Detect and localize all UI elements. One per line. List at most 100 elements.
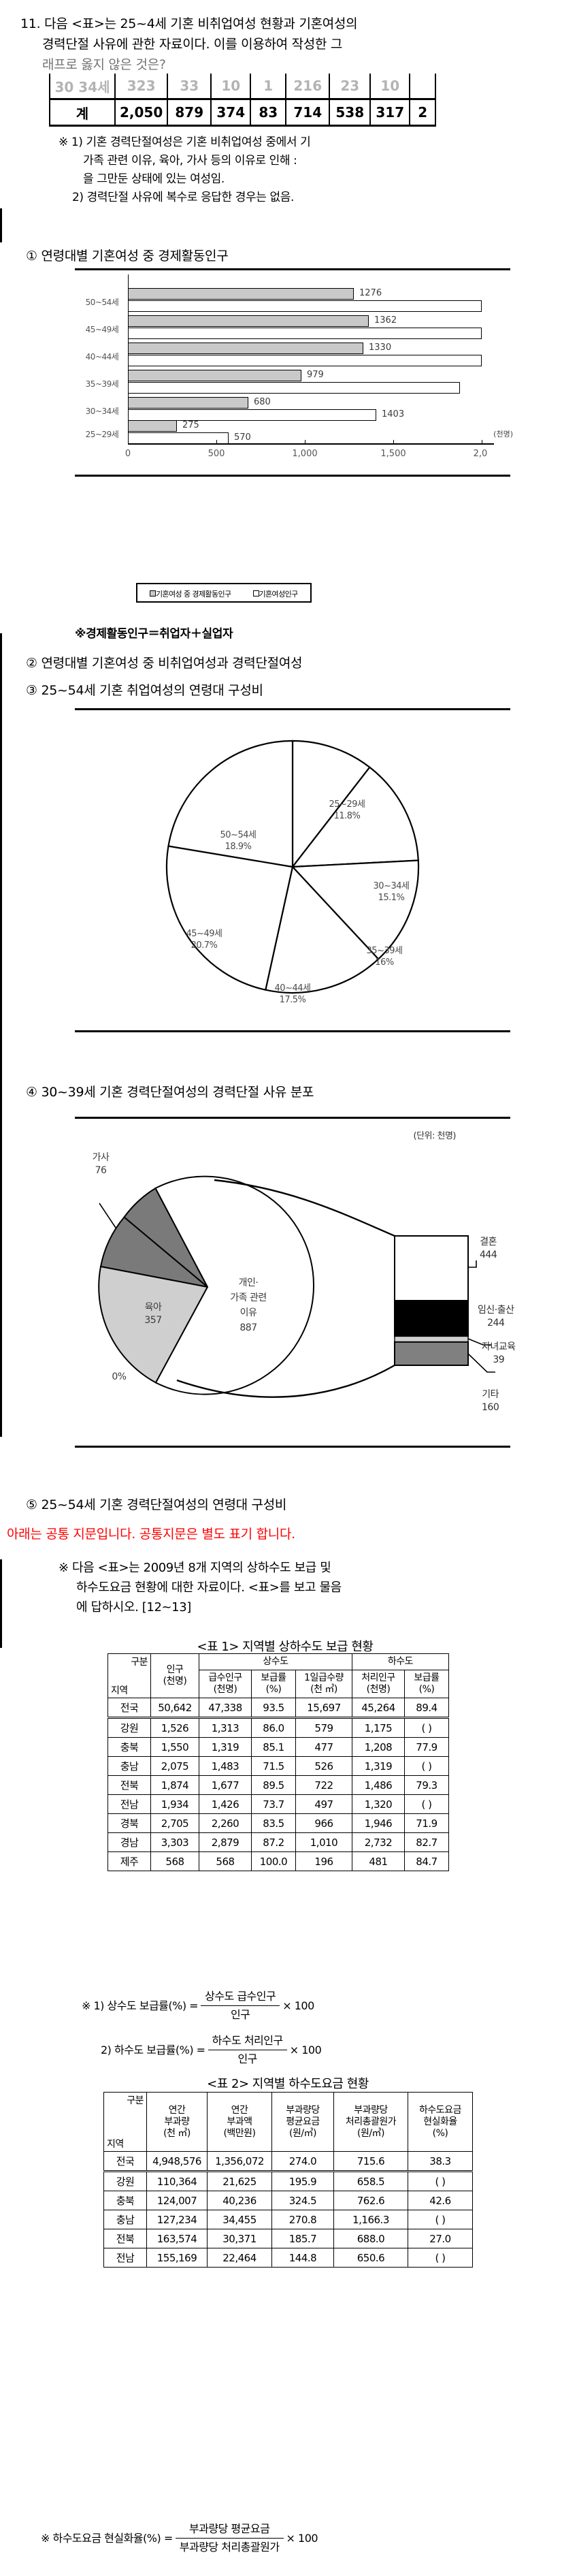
bar-ylabel-4: 30~34세 xyxy=(85,407,119,416)
bar-value-2: 1330 xyxy=(369,343,392,353)
pie-value-text: 17.5% xyxy=(279,995,306,1005)
intro2-line-3: 에 답하시오. [12~13] xyxy=(76,1600,191,1615)
cell-supply-pop: 47,338 xyxy=(199,1698,252,1718)
option-5-label[interactable]: ⑤ 25~54세 기혼 경력단절여성의 연령대 구성비 xyxy=(26,1497,287,1512)
option-1-label[interactable]: ① 연령대별 기혼여성 중 경제활동인구 xyxy=(26,249,229,264)
pie-value-text: 15.1% xyxy=(378,893,405,903)
table-2-caption: <표 2> 지역별 하수도요금 현황 xyxy=(207,2077,369,2091)
table-row-total: 계 2,050 879 374 83 714 538 317 2 xyxy=(49,98,437,127)
cell: 33 xyxy=(167,74,212,99)
cell-annual-amt: 30,371 xyxy=(207,2229,272,2248)
cell-supply-rate: 87.2 xyxy=(251,1832,296,1852)
table-1-header-row-1: 구분 지역 인구 (천명) 상수도 하수도 xyxy=(108,1653,449,1698)
cell: 23 xyxy=(329,74,371,99)
cell-region: 전북 xyxy=(108,1775,151,1795)
formula-3-denominator: 부과량당 처리총괄원가 xyxy=(179,2541,280,2554)
x-ticklabel-1: 500 xyxy=(208,449,225,459)
corner-top-label: 구분 xyxy=(127,2095,144,2106)
bar-total-0 xyxy=(128,300,482,312)
table-1-col-pop: 인구 (천명) xyxy=(150,1653,199,1698)
legend-swatch-1 xyxy=(252,590,259,597)
legend-item-1: 기혼여성인구 xyxy=(252,590,299,599)
c4-label-zero: 0% xyxy=(112,1371,127,1382)
cell-region: 강원 xyxy=(103,2171,147,2191)
option-2-label[interactable]: ② 연령대별 기혼여성 중 비취업여성과 경력단절여성 xyxy=(26,656,303,671)
legend-label-1: 기혼여성인구 xyxy=(259,590,299,599)
formula-3-prefix: ※ 하수도요금 현실화율(%) = xyxy=(41,2531,173,2545)
x-ticklabel-2: 1,000 xyxy=(292,449,318,459)
cell-treat-pop: 1,208 xyxy=(352,1737,405,1757)
bar-active-5 xyxy=(128,420,177,432)
pie-value-text: 20.7% xyxy=(191,940,218,951)
pie-label-40-44: 40~44세 17.5% xyxy=(255,983,330,1006)
corner-top-label: 구분 xyxy=(131,1657,148,1668)
cell-annual-vol: 4,948,576 xyxy=(146,2151,208,2172)
chart-unit-label: (천명) xyxy=(493,430,513,439)
cell-treat-rate: 84.7 xyxy=(404,1851,449,1871)
c4-callout-value: 160 xyxy=(482,1402,499,1413)
cell-rate: ( ) xyxy=(408,2248,473,2268)
cell-rate: 27.0 xyxy=(408,2229,473,2248)
cell-treat-pop: 481 xyxy=(352,1851,405,1871)
crop-rule-left-a xyxy=(0,208,2,242)
bar-plot-area: 1276 1362 1330 979 680 1403 xyxy=(128,274,494,445)
bar-total-1 xyxy=(128,328,482,339)
cell-treat-pop: 1,320 xyxy=(352,1794,405,1814)
formula-2-denominator: 인구 xyxy=(237,2052,257,2065)
cell: 879 xyxy=(167,98,212,127)
formula-3-suffix: × 100 xyxy=(286,2531,318,2545)
cell-region: 충남 xyxy=(103,2210,147,2229)
c4-callout-value: 39 xyxy=(493,1354,505,1365)
c4-callout-label: 자녀교육 xyxy=(482,1341,516,1352)
cell: 714 xyxy=(285,98,331,127)
option-3-label[interactable]: ③ 25~54세 기혼 취업여성의 연령대 구성비 xyxy=(26,683,263,698)
c4-label-text-3: 이유 xyxy=(239,1307,257,1318)
cell-unit-cost: 650.6 xyxy=(333,2248,408,2268)
cell-daily: 966 xyxy=(295,1813,352,1833)
x-ticklabel-0: 0 xyxy=(125,449,131,459)
pie-label-text: 35~39세 xyxy=(366,946,403,956)
cell-annual-amt: 21,625 xyxy=(207,2171,272,2191)
cell-annual-amt: 34,455 xyxy=(207,2210,272,2229)
intro2-line-2: 하수도요금 현황에 대한 자료이다. <표>를 보고 물음 xyxy=(76,1580,342,1595)
cell-supply-rate: 100.0 xyxy=(251,1851,296,1871)
cell-region: 전국 xyxy=(103,2151,147,2172)
cell-unit-cost: 688.0 xyxy=(333,2229,408,2248)
cell-daily: 196 xyxy=(295,1851,352,1871)
table-2: 구분 지역 연간 부과량 (천 ㎥) 연간 부과액 (백만원) 부과량당 평균요금 (원/㎥… xyxy=(103,2092,473,2268)
table-row: 경남 3,303 2,879 87.2 1,010 2,732 82.7 xyxy=(108,1832,449,1852)
x-ticklabel-3: 1,500 xyxy=(380,449,406,459)
cell-treat-pop: 1,486 xyxy=(352,1775,405,1795)
bar-ylabel-0: 50~54세 xyxy=(85,298,119,307)
bar-chart: 50~54세 45~49세 40~44세 35~39세 30~34세 25~29… xyxy=(75,270,513,475)
pie-label-text: 45~49세 xyxy=(186,929,222,939)
cell-rate: ( ) xyxy=(408,2210,473,2229)
cell-supply-pop: 1,483 xyxy=(199,1756,252,1776)
cell-unit-cost: 762.6 xyxy=(333,2191,408,2210)
cell-supply-pop: 2,879 xyxy=(199,1832,252,1852)
table-1-sub-3: 처리인구 (천명) xyxy=(352,1670,405,1698)
cell-supply-rate: 73.7 xyxy=(251,1794,296,1814)
cell-avg-fee: 185.7 xyxy=(271,2229,334,2248)
cell-region: 충남 xyxy=(108,1756,151,1776)
c4-callout-other: 기타 160 xyxy=(482,1388,499,1414)
legend-label-0: 기혼여성 중 경제활동인구 xyxy=(156,590,231,599)
option-4-label[interactable]: ④ 30~39세 기혼 경력단절여성의 경력단절 사유 분포 xyxy=(26,1085,314,1100)
footnote-line-2: 가족 관련 이유, 육아, 가사 등의 이유로 인해 : xyxy=(83,154,297,168)
c4-label-text-1: 개인· xyxy=(238,1277,259,1288)
corner-bottom-label: 지역 xyxy=(107,2139,124,2150)
crop-rule-left-c xyxy=(0,1559,2,1648)
cell-supply-rate: 89.5 xyxy=(251,1775,296,1795)
cell-pop: 1,550 xyxy=(150,1737,199,1757)
formula-2-suffix: × 100 xyxy=(289,2043,322,2056)
legend-swatch-0 xyxy=(150,590,156,597)
pie-value-text: 11.8% xyxy=(333,811,361,821)
cell-pop: 1,526 xyxy=(150,1717,199,1738)
c4-callout-label: 임신·출산 xyxy=(478,1305,514,1316)
cell-supply-pop: 1,426 xyxy=(199,1794,252,1814)
bar-total-2 xyxy=(128,355,482,366)
cell-region: 강원 xyxy=(108,1717,151,1738)
crop-rule-left-b xyxy=(0,633,2,1437)
pie-label-45-49: 45~49세 20.7% xyxy=(167,928,242,951)
x-tick-3 xyxy=(393,440,394,445)
